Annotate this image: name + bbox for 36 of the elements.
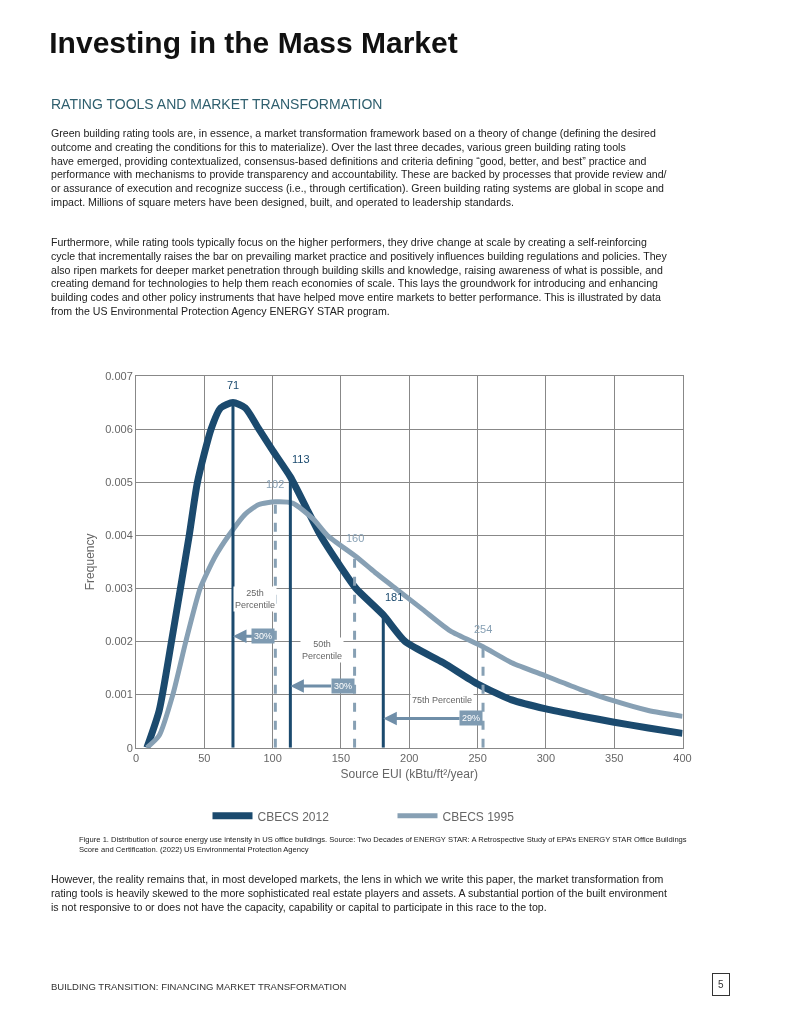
ref-line-label: 71 xyxy=(227,379,240,391)
y-tick-label: 0.006 xyxy=(105,422,133,435)
annotation: 30% xyxy=(334,681,353,691)
chart-title: Investing in the Mass Market xyxy=(49,26,458,59)
annotation: 50th Percentile xyxy=(302,639,343,661)
y-tick-label: 0.004 xyxy=(105,529,133,542)
annotation: 30% xyxy=(254,631,273,641)
x-tick-label: 300 xyxy=(536,751,556,764)
text: BUILDING TRANSITION: FINANCING MARKET TRANSFORMATION xyxy=(51,981,347,992)
text: However, the reality remains that, in most developed markets, the lens in which we write this paper, the market transformation from rating tools is heavily skewed to the more sophisticated real estate players and assets. A substantial portion of the built environment is not responsive to or does not have the capacity, capability or capital to participate in this race to the top. xyxy=(51,873,668,913)
x-tick-label: 350 xyxy=(605,751,624,764)
y-tick-label: 0.002 xyxy=(105,635,133,648)
x-tick-label: 250 xyxy=(468,751,487,764)
text: 5 xyxy=(718,979,724,990)
y-axis-title: Frequency xyxy=(82,533,97,591)
y-tick-label: 0 xyxy=(126,741,133,754)
x-tick-label: 150 xyxy=(331,751,351,764)
x-tick-label: 50 xyxy=(198,751,211,764)
annotation: 25th Percentile xyxy=(235,588,276,610)
annotation: 29% xyxy=(462,713,481,723)
x-tick-label: 200 xyxy=(400,751,419,764)
text: Green building rating tools are, in essence, a market transformation framework based on a theory of change (defining the desired outcome and creating the conditions for this to materialize). Over the last three decades, various green building rating tools have emerged, providing contextualized, consensus-based definitions and criteria defining “good, better, and best” practice and performance with mechanisms to provide transparency and accountability. These are backed by processes that provide review and/ or assurance of execution and recognize success (i.e., through certification). Green building rating systems are global in scope and impact. Millions of square meters have been designed, built, and operated to leadership standards. xyxy=(51,127,667,208)
y-tick-label: 0.001 xyxy=(105,688,133,701)
x-tick-label: 400 xyxy=(673,751,692,764)
x-tick-label: 100 xyxy=(263,751,282,764)
legend-label: CBECS 1995 xyxy=(442,809,515,824)
text: Furthermore, while rating tools typically focus on the higher performers, they drive change at scale by creating a self-reinforcing cycle that incrementally raises the bar on prevailing market practice and positively influences building regulations and policies. They also ripen markets for deeper market penetration through building skills and knowledge, raising awareness of what is possible, and creating demand for technologies to help them reach economies of scale. This lays the groundwork for introducing and enhancing building codes and other policy instruments that have helped move entire markets to better performance. This is illustrated by data from the US Environmental Protection Agency ENERGY STAR program. xyxy=(51,236,668,317)
annotation: 75th Percentile xyxy=(412,695,473,705)
x-axis-title: Source EUI (kBtu/ft²/year) xyxy=(340,766,478,781)
ref-line-label: 181 xyxy=(385,591,404,603)
ref-line-label: 113 xyxy=(292,453,310,465)
legend-label: CBECS 2012 xyxy=(257,809,330,824)
chart-subtitle: RATING TOOLS AND MARKET TRANSFORMATION xyxy=(51,96,383,112)
y-tick-label: 0.007 xyxy=(105,369,133,382)
y-tick-label: 0.005 xyxy=(105,476,133,489)
y-tick-label: 0.003 xyxy=(105,582,133,595)
